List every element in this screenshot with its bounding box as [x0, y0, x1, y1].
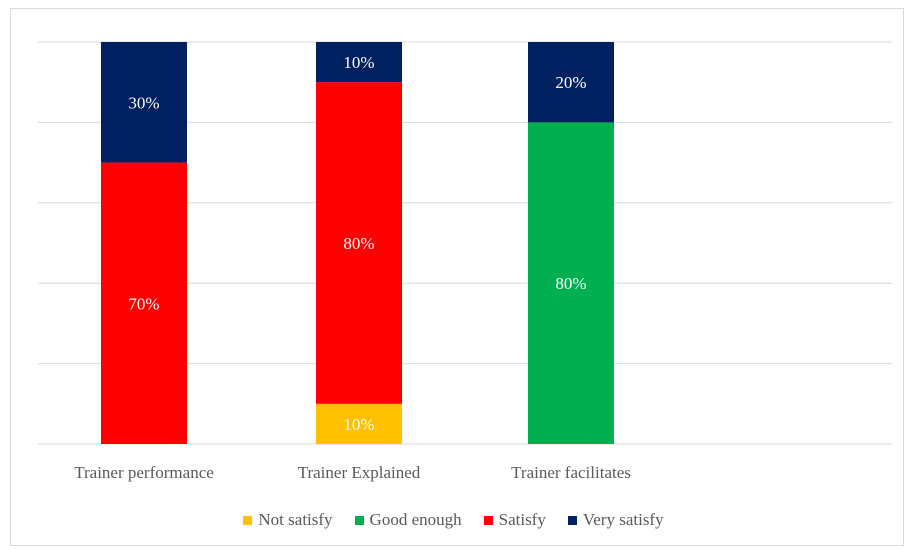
data-label: 80% — [343, 234, 374, 253]
data-label: 30% — [128, 93, 159, 112]
legend-swatch — [243, 515, 253, 525]
legend-item: Not satisfy — [243, 510, 333, 530]
legend-label: Good enough — [369, 510, 462, 529]
legend-swatch — [354, 515, 364, 525]
bar-segment — [101, 162, 187, 444]
bar-segment — [528, 42, 614, 123]
data-label: 80% — [555, 274, 586, 293]
legend-item: Good enough — [354, 510, 462, 530]
chart-legend: Not satisfy Good enough Satisfy Very satisf… — [0, 510, 907, 530]
bar-segment — [316, 42, 402, 83]
legend-swatch — [483, 515, 493, 525]
bar-segment — [101, 42, 187, 163]
category-label: Trainer Explained — [298, 463, 421, 482]
data-label: 10% — [343, 53, 374, 72]
category-label: Trainer performance — [74, 463, 214, 482]
legend-swatch — [567, 515, 577, 525]
bar-segment — [528, 122, 614, 445]
legend-label: Very satisfy — [582, 510, 664, 529]
legend-item: Very satisfy — [567, 510, 664, 530]
data-label: 70% — [128, 294, 159, 313]
legend-item: Satisfy — [483, 510, 546, 530]
data-label: 10% — [343, 415, 374, 434]
bar-segment — [316, 403, 402, 444]
data-label: 20% — [555, 73, 586, 92]
bar-segment — [316, 82, 402, 404]
legend-label: Not satisfy — [258, 510, 333, 529]
legend-label: Satisfy — [498, 510, 546, 529]
category-label: Trainer facilitates — [511, 463, 631, 482]
